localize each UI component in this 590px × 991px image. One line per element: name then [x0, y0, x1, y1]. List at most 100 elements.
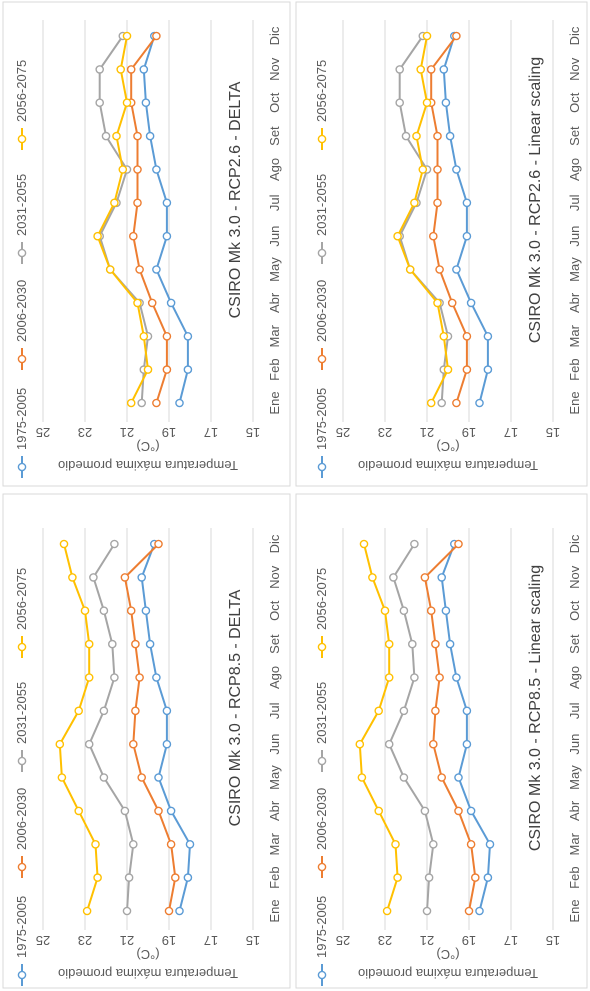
category-label: Oct [567, 600, 582, 621]
data-point [441, 98, 451, 107]
data-point [152, 673, 161, 682]
legend-label: 2006-2030 [314, 280, 329, 342]
category-label: Oct [567, 92, 582, 113]
data-point [126, 65, 136, 74]
category-label: Jul [567, 702, 582, 719]
data-point [359, 539, 369, 549]
series-line-2056-2075 [358, 543, 399, 912]
category-label: Nov [267, 57, 282, 81]
data-point [183, 873, 193, 882]
category-label: Dic [567, 534, 582, 553]
value-tick-label: 25 [36, 425, 50, 440]
data-point [152, 165, 161, 174]
series-line-2006-2030 [130, 35, 168, 404]
data-point [393, 231, 402, 241]
legend-label: 2056-2075 [14, 568, 29, 630]
data-point [435, 673, 444, 682]
value-tick-label: 25 [336, 933, 350, 948]
value-tick-label: 23 [78, 933, 92, 948]
category-label: Nov [267, 565, 282, 589]
data-point [183, 331, 193, 341]
data-point [462, 739, 472, 749]
category-label: Jun [567, 226, 582, 247]
data-point [374, 706, 384, 716]
data-point [110, 198, 119, 208]
category-label: Abr [567, 292, 582, 313]
data-point [464, 906, 474, 916]
data-point [439, 65, 449, 74]
data-point [152, 398, 161, 408]
data-point [170, 873, 180, 882]
legend-swatch-marker [317, 248, 327, 258]
value-tick-label: 23 [378, 933, 392, 948]
data-point [447, 298, 457, 308]
data-point [162, 198, 172, 208]
data-point [462, 331, 472, 341]
data-point [164, 906, 174, 916]
category-label: Jun [267, 226, 282, 247]
legend-label: 2056-2075 [314, 568, 329, 630]
data-point [399, 706, 409, 716]
data-point [475, 906, 484, 916]
category-label: Nov [567, 57, 582, 81]
data-point [412, 131, 421, 141]
data-point [416, 65, 426, 74]
data-point [466, 298, 476, 308]
data-point [462, 365, 472, 374]
data-point [420, 806, 430, 816]
data-point [389, 573, 398, 582]
data-point [135, 265, 144, 274]
axis-title-unit: (°C) [136, 947, 159, 962]
legend-label: 1975-2005 [14, 896, 29, 958]
axis-title-unit: (°C) [136, 439, 159, 454]
data-point [145, 639, 155, 649]
data-point [452, 165, 461, 174]
data-point [82, 906, 92, 916]
data-point [110, 539, 119, 549]
legend-swatch-marker [17, 462, 27, 472]
legend-swatch-marker [17, 862, 27, 872]
data-point [145, 131, 155, 141]
data-point [422, 31, 432, 41]
data-point [126, 398, 136, 408]
series-line-1975-2005 [442, 35, 489, 404]
value-tick-label: 25 [336, 425, 350, 440]
value-tick-label: 21 [420, 933, 434, 948]
category-label: Abr [267, 292, 282, 313]
value-tick-label: 15 [546, 933, 560, 948]
data-point [128, 739, 138, 749]
series-line-2031-2055 [98, 35, 150, 404]
data-point [162, 231, 172, 241]
category-label: Feb [567, 866, 582, 888]
category-label: Set [267, 634, 282, 654]
value-tick-label: 19 [462, 933, 476, 948]
series-line-2056-2075 [396, 35, 450, 404]
legend-swatch-marker [317, 642, 327, 652]
category-label: Ene [567, 391, 582, 414]
series-line-2031-2055 [88, 543, 135, 912]
data-point [133, 298, 142, 308]
value-tick-label: 15 [246, 425, 260, 440]
legend-label: 1975-2005 [314, 388, 329, 450]
data-point [439, 331, 449, 341]
chart-title: CSIRO Mk 3.0 - RCP2.6 - Linear scaling [527, 57, 544, 343]
data-point [141, 98, 151, 107]
category-label: Set [567, 634, 582, 654]
legend-label: 2031-2055 [14, 174, 29, 236]
legend-swatch-marker [17, 756, 27, 766]
value-tick-label: 17 [504, 425, 518, 440]
chart-title: CSIRO Mk 3.0 - RCP2.6 - DELTA [227, 81, 244, 318]
category-label: Nov [567, 565, 582, 589]
chart-rcp26-linear-scaling: 15 17 19 21 23 25 Temperatura máxima promedio (… [314, 20, 582, 478]
data-point [118, 165, 128, 174]
data-point [384, 639, 394, 649]
data-point [452, 673, 461, 682]
data-point [422, 906, 432, 916]
category-label: Dic [267, 26, 282, 45]
data-point [399, 606, 409, 616]
data-point [380, 606, 390, 616]
data-point [426, 65, 436, 74]
axis-title-unit: (°C) [436, 947, 459, 962]
category-label: Oct [267, 92, 282, 113]
legend-swatch-marker [17, 248, 27, 258]
